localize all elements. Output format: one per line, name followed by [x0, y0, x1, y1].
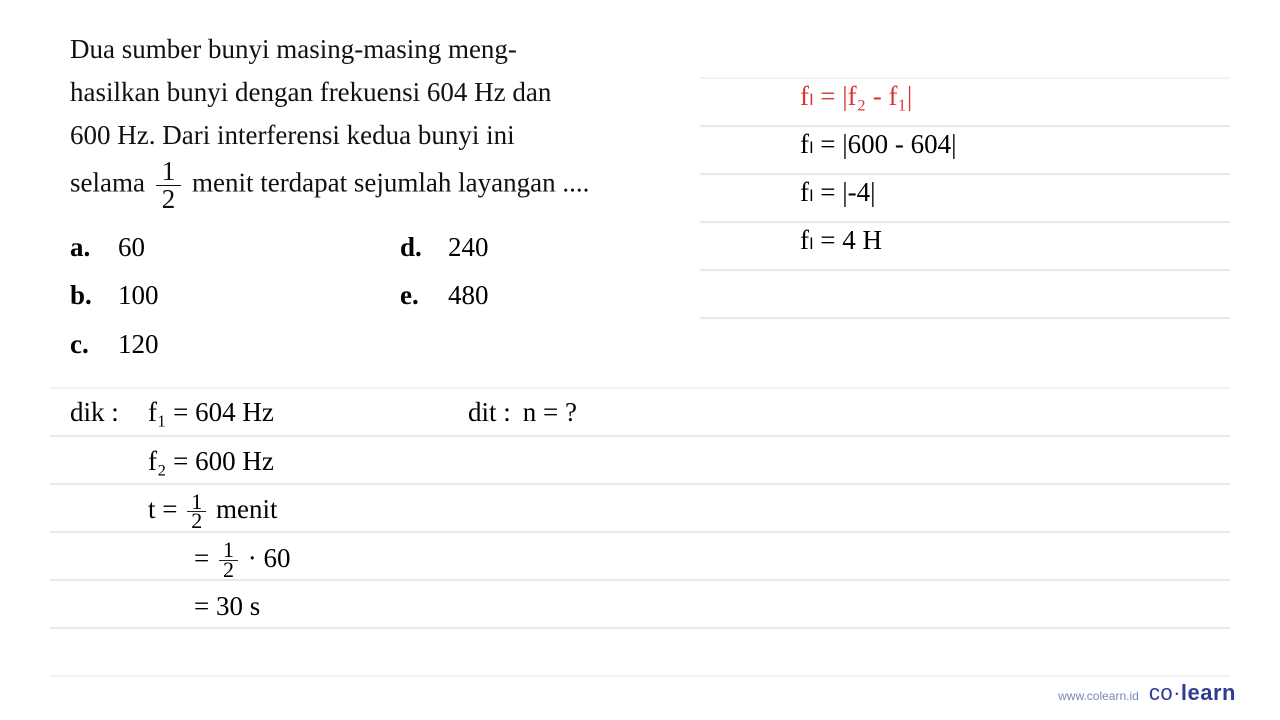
- option-label: b.: [70, 271, 98, 320]
- fraction-half: 1 2: [156, 158, 182, 213]
- question-text: Dua sumber bunyi masing-masing meng- has…: [70, 28, 710, 213]
- fraction-half: 1 2: [187, 493, 206, 531]
- beat-step: fₗ = |600 - 604|: [800, 120, 1220, 168]
- text: menit terdapat sejumlah layangan ....: [192, 167, 589, 197]
- fraction-denominator: 2: [156, 186, 182, 213]
- option-value: 60: [118, 223, 145, 272]
- option-d: d. 240: [400, 223, 489, 272]
- given-f2: f₂ = 600 Hz: [148, 437, 468, 486]
- fraction-denominator: 2: [219, 561, 238, 580]
- fraction-numerator: 1: [156, 158, 182, 186]
- fraction-half: 1 2: [219, 541, 238, 579]
- option-label: a.: [70, 223, 98, 272]
- brand-learn: learn: [1181, 680, 1236, 705]
- text: =: [194, 543, 209, 573]
- t-step: = 1 2 · 60: [194, 534, 290, 583]
- question-line: hasilkan bunyi dengan frekuensi 604 Hz d…: [70, 71, 710, 114]
- brand-co: co: [1149, 680, 1173, 705]
- brand-dot: ·: [1173, 680, 1181, 705]
- dit-label: dit :: [468, 388, 511, 437]
- option-value: 480: [448, 271, 489, 320]
- side-working: fₗ = |f₂ - f₁| fₗ = |600 - 604| fₗ = |-4…: [800, 72, 1220, 264]
- option-b: b. 100: [70, 271, 400, 320]
- option-label: e.: [400, 271, 428, 320]
- option-e: e. 480: [400, 271, 489, 320]
- option-value: 100: [118, 271, 159, 320]
- option-label: c.: [70, 320, 98, 369]
- fraction-denominator: 2: [187, 512, 206, 531]
- text: t =: [148, 494, 177, 524]
- question-line: 600 Hz. Dari interferensi kedua bunyi in…: [70, 114, 710, 157]
- footer-brand: www.colearn.id co·learn: [1058, 680, 1236, 706]
- option-value: 240: [448, 223, 489, 272]
- brand-logo: co·learn: [1149, 680, 1236, 706]
- t-result: = 30 s: [194, 582, 260, 631]
- given-t: t = 1 2 menit: [148, 485, 468, 534]
- beat-formula: fₗ = |f₂ - f₁|: [800, 72, 1220, 120]
- question-line: Dua sumber bunyi masing-masing meng-: [70, 28, 710, 71]
- asked-n: n = ?: [523, 388, 577, 437]
- text: menit: [216, 494, 278, 524]
- beat-result: fₗ = 4 H: [800, 216, 1220, 264]
- text: · 60: [248, 543, 291, 573]
- option-label: d.: [400, 223, 428, 272]
- given-f1: f₁ = 604 Hz: [148, 388, 468, 437]
- dik-label: dik :: [70, 388, 148, 437]
- option-value: 120: [118, 320, 159, 369]
- option-a: a. 60: [70, 223, 400, 272]
- question-line: selama 1 2 menit terdapat sejumlah layan…: [70, 158, 710, 213]
- text: selama: [70, 167, 145, 197]
- lower-working: dik : f₁ = 604 Hz dit : n = ? f₂ = 600 H…: [70, 388, 1170, 631]
- option-c: c. 120: [70, 320, 400, 369]
- beat-step: fₗ = |-4|: [800, 168, 1220, 216]
- footer-url: www.colearn.id: [1058, 689, 1139, 703]
